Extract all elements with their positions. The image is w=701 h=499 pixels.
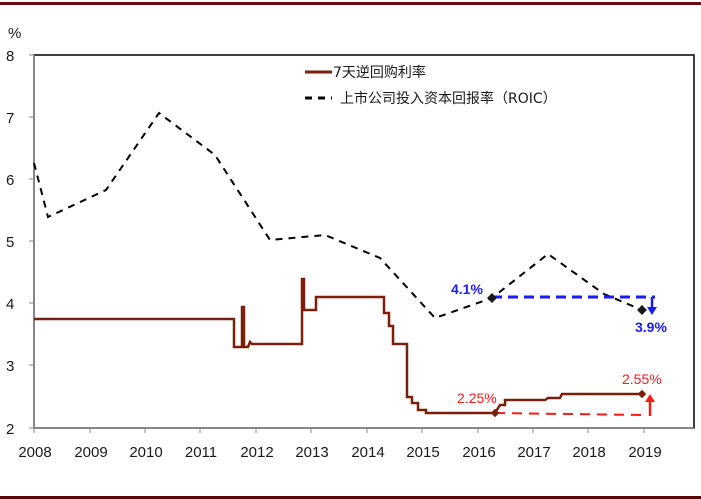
x-tick-label: 2011: [185, 444, 217, 461]
y-tick-label: 8: [6, 48, 14, 65]
x-tick-label: 2016: [462, 444, 495, 461]
arrow-down-icon: [647, 307, 657, 315]
repo-reference-line: [494, 412, 644, 416]
bottom-rule: [0, 496, 701, 499]
x-tick-label: 2014: [351, 444, 384, 461]
y-tick-labels: % 8 7 6 5 4 3 2: [6, 25, 21, 438]
x-tick-label: 2019: [628, 444, 661, 461]
x-tick-label: 2017: [517, 444, 550, 461]
x-tick-label: 2009: [74, 444, 107, 461]
legend-repo-label: 7天逆回购利率: [333, 64, 426, 81]
repo-rate-line: [34, 277, 642, 415]
y-ticks: [29, 54, 34, 429]
x-tick-label: 2010: [129, 444, 162, 461]
y-tick-label: 4: [6, 296, 14, 313]
arrow-up-icon: [645, 394, 655, 402]
y-tick-label: 5: [6, 234, 14, 251]
roic-start-label: 4.1%: [451, 281, 483, 297]
y-tick-label: 3: [6, 358, 14, 375]
x-tick-label: 2008: [18, 444, 51, 461]
x-ticks: [33, 428, 645, 433]
legend-roic-label: 上市公司投入资本回报率（ROIC）: [340, 90, 557, 107]
roic-end-label: 3.9%: [635, 319, 667, 335]
y-unit-label: %: [8, 25, 21, 42]
repo-start-marker: [490, 408, 500, 418]
plot-area: [33, 54, 695, 429]
roic-line: [33, 111, 643, 320]
roic-end-marker: [637, 305, 647, 315]
top-rule: [0, 2, 701, 5]
repo-start-label: 2.25%: [457, 390, 497, 406]
x-tick-label: 2015: [406, 444, 439, 461]
y-tick-label: 7: [6, 110, 14, 127]
x-tick-labels: 2008 2009 2010 2011 2012 2013 2014 2015 …: [18, 444, 661, 461]
x-tick-label: 2018: [572, 444, 605, 461]
roic-start-marker: [487, 293, 497, 303]
y-tick-label: 2: [6, 421, 14, 438]
repo-end-marker: [637, 389, 647, 399]
legend: 7天逆回购利率 上市公司投入资本回报率（ROIC）: [305, 64, 557, 107]
repo-end-label: 2.55%: [622, 371, 662, 387]
y-tick-label: 6: [6, 172, 14, 189]
x-tick-label: 2012: [240, 444, 273, 461]
x-tick-label: 2013: [295, 444, 328, 461]
